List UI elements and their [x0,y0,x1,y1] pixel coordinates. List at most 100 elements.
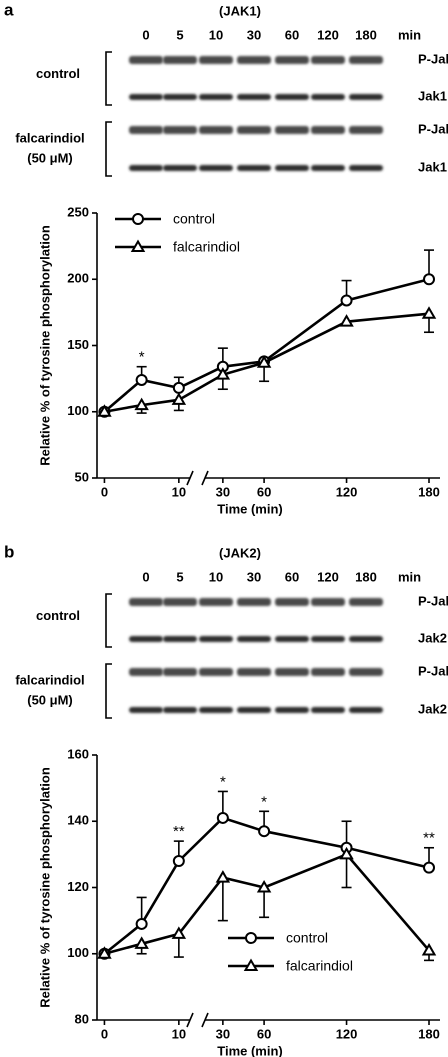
marker-triangle [215,367,231,380]
blot-band [163,636,197,642]
blot-band [311,598,345,606]
blot-band [199,56,233,64]
marker-circle [423,861,436,874]
row-label: Jak2 [418,701,447,716]
time-label: 180 [355,569,377,584]
time-label: 10 [209,569,223,584]
significance-mark: ** [423,830,435,847]
bracket [105,593,112,648]
blot-band [199,94,233,100]
marker-triangle [130,239,146,252]
group-label: control [36,608,80,623]
bracket [105,121,112,177]
row-label: P-Jak2 [418,663,448,678]
row-label: P-Jak1 [418,121,448,136]
marker-triangle [421,942,437,956]
marker-triangle [421,306,437,319]
blot-band [349,668,383,676]
blot-band [163,598,197,606]
blot-band [311,636,345,642]
blot-band [129,598,163,606]
x-tick-label: 120 [336,1026,358,1041]
time-label: 60 [285,569,299,584]
time-label: 120 [317,569,339,584]
y-tick-label: 100 [67,945,89,960]
x-tick-label: 0 [101,484,108,499]
y-tick-label: 100 [67,403,89,418]
x-tick-label: 0 [101,1026,108,1041]
panel-letter: b [4,542,14,561]
blot-band [275,56,309,64]
row-label: Jak2 [418,630,447,645]
blot-band [349,56,383,64]
y-tick-label: 150 [67,337,89,352]
time-label: 0 [142,569,149,584]
blot-band [349,598,383,606]
blot-band [129,707,163,713]
blot-band [311,707,345,713]
panel-letter: a [4,0,14,19]
y-tick-label: 160 [67,746,89,761]
blot-band [199,668,233,676]
y-tick-label: 200 [67,271,89,286]
time-label: 10 [209,27,223,42]
x-tick-label: 30 [216,484,230,499]
marker-circle [216,811,229,824]
time-label: 30 [247,27,261,42]
blot-band [237,94,271,100]
time-label: 5 [176,27,183,42]
blot-target: (JAK2) [219,545,261,560]
marker-triangle [243,958,259,971]
y-tick-label: 50 [75,469,89,484]
axis-break [186,1012,194,1028]
marker-circle [172,855,185,867]
marker-circle [258,825,271,838]
blot-band [349,636,383,642]
row-label: Jak1 [418,88,447,103]
x-tick-label: 120 [336,484,358,499]
marker-triangle [134,936,149,949]
blot-band [199,636,233,642]
axis-break [201,470,209,486]
significance-mark: * [139,349,145,366]
blot-band [163,668,197,676]
blot-band [237,636,271,642]
blot-band [129,636,163,642]
row-label: Jak1 [418,159,447,174]
blot-band [237,598,271,606]
blot-band [349,165,383,171]
time-unit: min [398,27,421,42]
significance-mark: ** [173,823,185,840]
row-label: P-Jak2 [418,593,448,608]
blot-band [129,668,163,676]
blot-band [129,126,163,134]
bracket [105,663,112,719]
marker-circle [423,273,436,286]
blot-band [163,94,197,100]
blot-band [199,598,233,606]
time-label: 30 [247,569,261,584]
blot-band [275,94,309,100]
blot-band [237,668,271,676]
blot-band [311,94,345,100]
marker-triangle [339,314,354,327]
marker-circle [132,213,144,225]
axis-break [201,1012,209,1028]
legend-label: falcarindiol [173,239,240,255]
bracket [105,51,112,106]
marker-triangle [97,404,112,417]
blot-band [275,668,309,676]
marker-triangle [171,926,187,939]
marker-triangle [256,880,272,893]
row-label: P-Jak1 [418,51,448,66]
blot-band [237,56,271,64]
y-tick-label: 140 [67,813,89,828]
significance-mark: * [261,793,267,810]
marker-triangle [97,946,112,959]
blot-band [129,56,163,64]
time-label: 0 [142,27,149,42]
blot-target: (JAK1) [219,3,261,18]
blot-band [275,636,309,642]
blot-band [275,598,309,606]
